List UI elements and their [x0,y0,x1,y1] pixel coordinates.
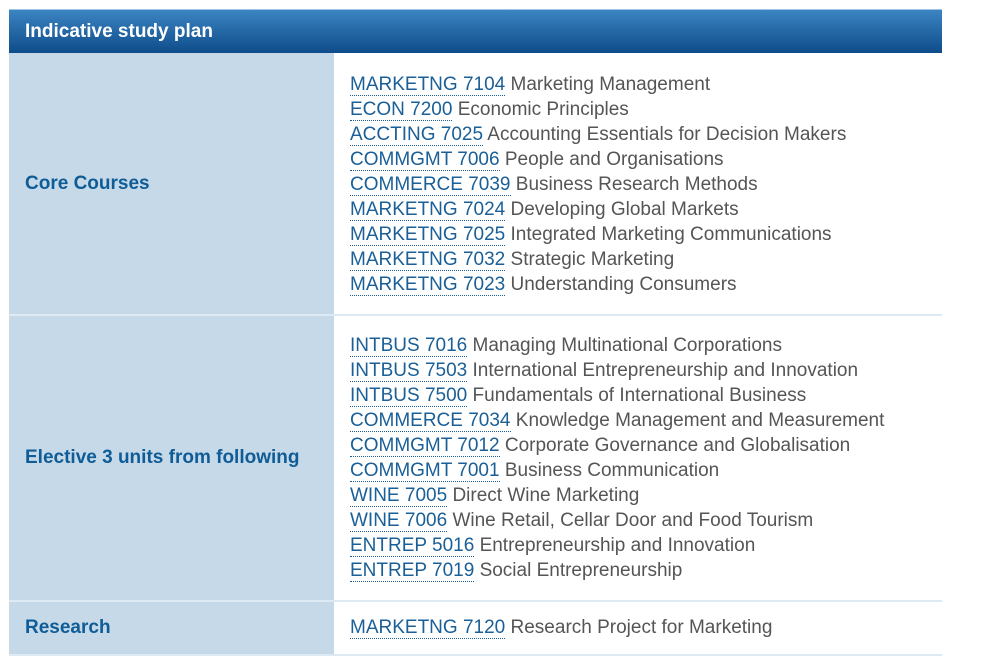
course-item: COMMGMT 7012 Corporate Governance and Gl… [350,433,942,458]
course-title: Marketing Management [510,74,711,95]
course-item: MARKETNG 7032 Strategic Marketing [350,247,942,272]
course-code-link[interactable]: COMMERCE 7039 [350,174,511,196]
course-item: ENTREP 7019 Social Entrepreneurship [350,558,942,583]
course-code-link[interactable]: COMMERCE 7034 [350,410,511,432]
course-item: ACCTING 7025 Accounting Essentials for D… [350,122,942,147]
course-code-link[interactable]: MARKETNG 7120 [350,617,506,639]
course-code-link[interactable]: MARKETNG 7024 [350,199,506,221]
course-item: MARKETNG 7023 Understanding Consumers [350,272,942,297]
course-item: INTBUS 7503 International Entrepreneursh… [350,358,942,383]
course-code-link[interactable]: COMMGMT 7006 [350,149,500,171]
course-code-link[interactable]: MARKETNG 7023 [350,274,506,296]
course-title: Business Communication [504,460,720,481]
course-item: COMMERCE 7039 Business Research Methods [350,172,942,197]
course-title: Social Entrepreneurship [479,560,683,581]
row-label: Elective 3 units from following [9,316,334,600]
course-code-link[interactable]: WINE 7005 [350,485,448,507]
row-label: Core Courses [9,53,334,314]
course-title: Entrepreneurship and Innovation [479,535,756,556]
course-item: ENTREP 5016 Entrepreneurship and Innovat… [350,533,942,558]
course-title: Direct Wine Marketing [452,485,640,506]
course-item: COMMERCE 7034 Knowledge Management and M… [350,408,942,433]
course-title: Strategic Marketing [510,249,675,270]
course-item: INTBUS 7500 Fundamentals of Internationa… [350,383,942,408]
course-title: Corporate Governance and Globalisation [504,435,851,456]
course-code-link[interactable]: MARKETNG 7032 [350,249,506,271]
course-code-link[interactable]: ENTREP 5016 [350,535,475,557]
table-header: Indicative study plan [9,9,942,53]
course-item: COMMGMT 7006 People and Organisations [350,147,942,172]
course-title: Research Project for Marketing [510,617,773,638]
course-list: MARKETNG 7120 Research Project for Marke… [334,602,942,654]
course-item: MARKETNG 7024 Developing Global Markets [350,197,942,222]
course-item: WINE 7006 Wine Retail, Cellar Door and F… [350,508,942,533]
course-title: Wine Retail, Cellar Door and Food Touris… [452,510,814,531]
course-code-link[interactable]: MARKETNG 7025 [350,224,506,246]
course-item: ECON 7200 Economic Principles [350,97,942,122]
course-code-link[interactable]: COMMGMT 7001 [350,460,500,482]
course-title: Knowledge Management and Measurement [515,410,885,431]
course-title: Accounting Essentials for Decision Maker… [487,124,847,145]
course-list: MARKETNG 7104 Marketing Management ECON 7… [334,53,942,314]
course-item: MARKETNG 7025 Integrated Marketing Commu… [350,222,942,247]
course-code-link[interactable]: ENTREP 7019 [350,560,475,582]
course-code-link[interactable]: WINE 7006 [350,510,448,532]
course-title: Developing Global Markets [510,199,739,220]
course-title: People and Organisations [504,149,724,170]
course-list: INTBUS 7016 Managing Multinational Corpo… [334,316,942,600]
course-item: WINE 7005 Direct Wine Marketing [350,483,942,508]
course-title: Business Research Methods [515,174,758,195]
course-code-link[interactable]: ECON 7200 [350,99,453,121]
course-title: International Entrepreneurship and Innov… [472,360,859,381]
course-code-link[interactable]: COMMGMT 7012 [350,435,500,457]
course-title: Integrated Marketing Communications [510,224,832,245]
plan-row: Elective 3 units from following INTBUS 70… [9,316,942,602]
course-code-link[interactable]: ACCTING 7025 [350,124,484,146]
course-title: Fundamentals of International Business [472,385,807,406]
row-label: Research [9,602,334,654]
plan-row: Research MARKETNG 7120 Research Project f… [9,602,942,656]
course-item: COMMGMT 7001 Business Communication [350,458,942,483]
course-item: INTBUS 7016 Managing Multinational Corpo… [350,333,942,358]
course-item: MARKETNG 7120 Research Project for Marke… [350,615,942,640]
plan-row: Core Courses MARKETNG 7104 Marketing Mana… [9,53,942,316]
course-item: MARKETNG 7104 Marketing Management [350,72,942,97]
course-code-link[interactable]: INTBUS 7503 [350,360,468,382]
course-code-link[interactable]: INTBUS 7016 [350,335,468,357]
course-title: Understanding Consumers [510,274,737,295]
course-title: Managing Multinational Corporations [472,335,782,356]
course-code-link[interactable]: INTBUS 7500 [350,385,468,407]
course-code-link[interactable]: MARKETNG 7104 [350,74,506,96]
study-plan-table: Indicative study plan Core Courses MARKET… [9,9,942,656]
course-title: Economic Principles [457,99,629,120]
